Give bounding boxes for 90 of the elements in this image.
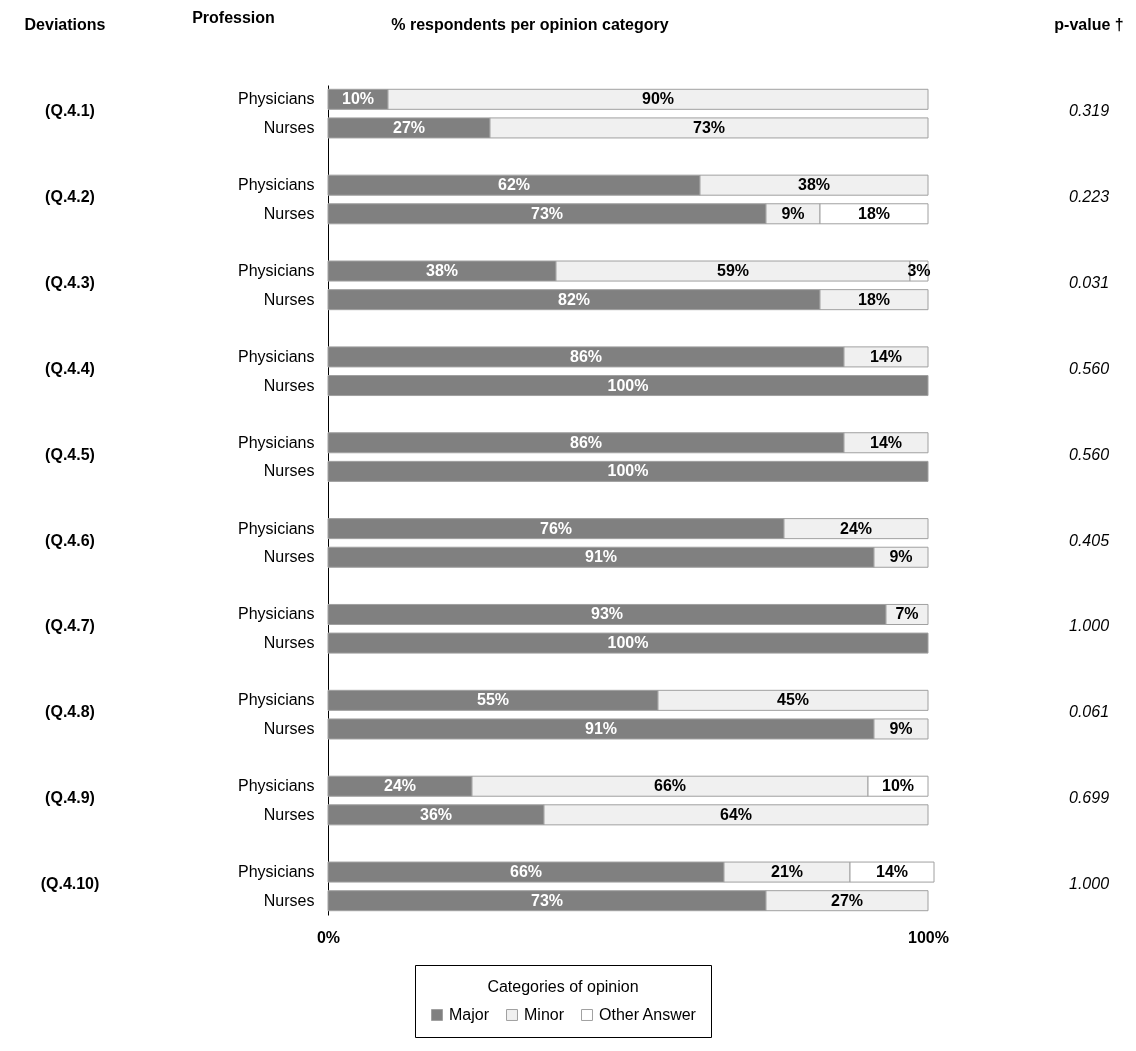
text: Deviations xyxy=(24,16,106,33)
y-tick-label: Nurses xyxy=(263,634,315,652)
y-tick-label: Nurses xyxy=(263,462,315,480)
text: (Q.4.1) xyxy=(45,102,95,120)
y-tick-label: Nurses xyxy=(263,290,315,308)
x-tick-label: 0% xyxy=(316,928,341,946)
y-axis-title: Profession xyxy=(192,8,275,26)
y-tick-label: Physicians xyxy=(238,262,315,280)
data-label: 14% xyxy=(875,863,909,881)
y-tick-label: Nurses xyxy=(263,204,315,222)
y-tick-label: Physicians xyxy=(238,777,315,795)
text: 0.223 xyxy=(1068,188,1110,206)
legend-label: Minor xyxy=(524,1006,565,1023)
chart-title: % respondents per opinion category xyxy=(391,16,669,33)
text: 0.319 xyxy=(1068,102,1110,120)
data-label: 55% xyxy=(476,691,510,709)
text: (Q.4.9) xyxy=(45,789,95,807)
data-label: 24% xyxy=(839,519,873,537)
data-label: 76% xyxy=(539,519,573,537)
text: 0.699 xyxy=(1068,789,1110,807)
data-label: 82% xyxy=(557,290,591,308)
data-label: 64% xyxy=(719,805,753,823)
data-label: 21% xyxy=(770,863,804,881)
data-label: 45% xyxy=(776,691,810,709)
y-tick-label: Nurses xyxy=(263,719,315,737)
y-tick-label: Physicians xyxy=(238,519,315,537)
data-label: 7% xyxy=(895,605,919,623)
text: (Q.4.5) xyxy=(45,445,95,463)
data-label: 14% xyxy=(869,347,903,365)
text: 0.061 xyxy=(1068,703,1110,721)
y-tick-label: Physicians xyxy=(238,691,315,709)
data-label: 59% xyxy=(716,262,750,280)
y-tick-label: Nurses xyxy=(263,376,315,394)
text: (Q.4.7) xyxy=(45,617,95,635)
y-tick-label: Physicians xyxy=(238,347,315,365)
legend-label: Other Answer xyxy=(599,1006,697,1023)
legend-label: Major xyxy=(449,1006,490,1023)
y-tick-label: Nurses xyxy=(263,891,315,909)
data-label: 90% xyxy=(641,90,675,108)
data-label: 100% xyxy=(607,634,649,652)
data-label: 91% xyxy=(584,548,618,566)
data-label: 73% xyxy=(692,118,726,136)
data-label: 66% xyxy=(509,863,543,881)
y-tick-label: Physicians xyxy=(238,863,315,881)
y-tick-label: Nurses xyxy=(263,548,315,566)
text: (Q.4.3) xyxy=(45,274,95,292)
data-label: 27% xyxy=(392,118,426,136)
data-label: 73% xyxy=(530,891,564,909)
data-label: 100% xyxy=(607,376,649,394)
data-label: 14% xyxy=(869,433,903,451)
data-label: 86% xyxy=(569,433,603,451)
text: 0.560 xyxy=(1068,445,1110,463)
y-tick-label: Nurses xyxy=(263,805,315,823)
y-tick-label: Physicians xyxy=(238,605,315,623)
data-label: 73% xyxy=(530,204,564,222)
text: 0.031 xyxy=(1068,274,1110,292)
legend-title: Categories of opinion xyxy=(487,978,639,995)
data-label: 3% xyxy=(907,262,931,280)
text: 1.000 xyxy=(1068,617,1110,635)
data-label: 18% xyxy=(857,204,891,222)
text: 0.560 xyxy=(1068,359,1110,377)
data-label: 18% xyxy=(857,290,891,308)
y-tick-label: Nurses xyxy=(263,118,315,136)
data-label: 10% xyxy=(881,777,915,795)
y-tick-label: Physicians xyxy=(238,90,315,108)
data-label: 91% xyxy=(584,719,618,737)
data-label: 9% xyxy=(889,548,913,566)
data-label: 10% xyxy=(341,90,375,108)
data-label: 9% xyxy=(889,719,913,737)
data-label: 9% xyxy=(781,204,805,222)
text: (Q.4.6) xyxy=(45,531,95,549)
data-label: 93% xyxy=(590,605,624,623)
text: 1.000 xyxy=(1068,875,1110,893)
data-label: 86% xyxy=(569,347,603,365)
data-label: 36% xyxy=(419,805,453,823)
text: (Q.4.2) xyxy=(45,188,95,206)
data-label: 38% xyxy=(797,176,831,194)
y-tick-label: Physicians xyxy=(238,433,315,451)
data-label: 38% xyxy=(425,262,459,280)
y-tick-label: Physicians xyxy=(238,176,315,194)
text: (Q.4.10) xyxy=(40,875,100,893)
data-label: 100% xyxy=(607,462,649,480)
text: (Q.4.8) xyxy=(45,703,95,721)
text: p-value † xyxy=(1054,16,1124,33)
data-label: 62% xyxy=(497,176,531,194)
text: 0.405 xyxy=(1068,531,1110,549)
data-label: 27% xyxy=(830,891,864,909)
data-label: 66% xyxy=(653,777,687,795)
data-label: 24% xyxy=(383,777,417,795)
text: (Q.4.4) xyxy=(45,359,95,377)
